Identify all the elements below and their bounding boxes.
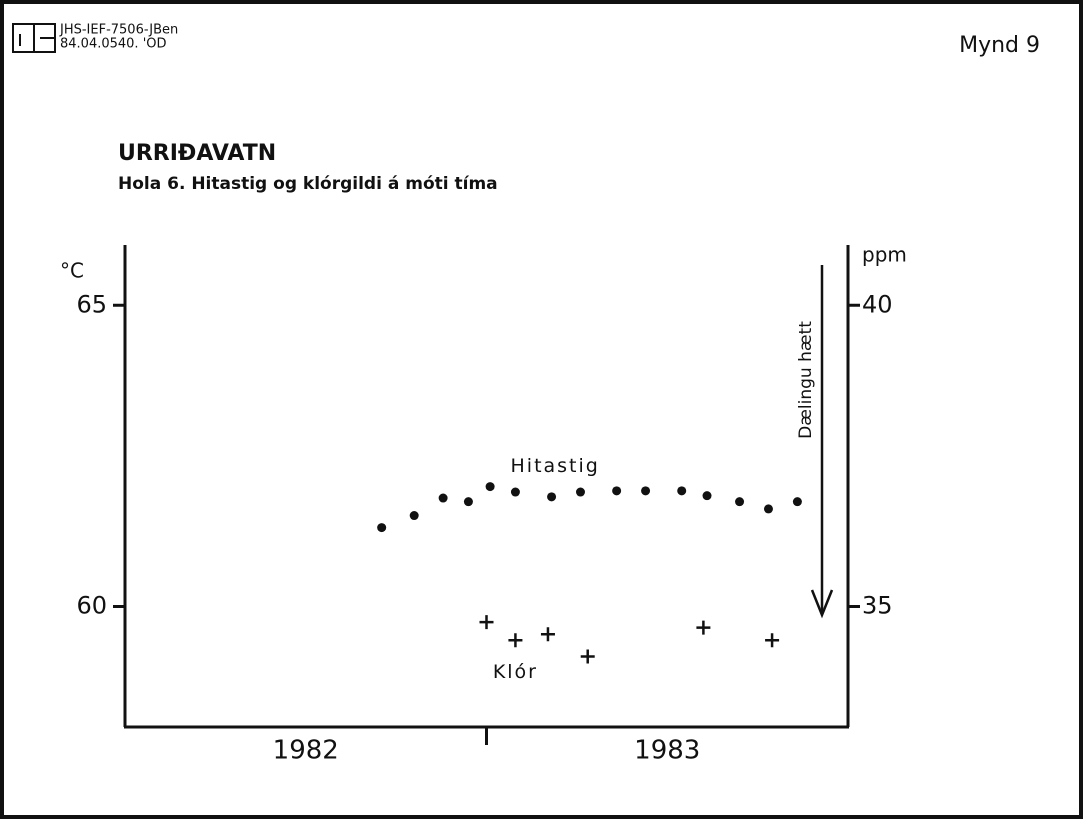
annotation-text: Dælingu hætt	[796, 321, 816, 439]
chart-subtitle: Hola 6. Hitastig og klórgildi á móti tím…	[118, 174, 498, 194]
dot-marker	[735, 497, 745, 507]
dot-marker	[792, 497, 802, 507]
cross-marker	[580, 649, 595, 664]
x-tick-label: 1982	[273, 736, 339, 766]
cross-marker	[765, 633, 780, 648]
dot-marker	[409, 511, 419, 521]
dot-marker	[612, 486, 622, 496]
header-ref: 84.04.0540. 'OD	[60, 37, 167, 52]
y2-tick-label: 35	[862, 592, 893, 620]
dot-marker	[463, 497, 473, 507]
dot-marker	[763, 504, 773, 514]
y2-axis-label: ppm	[862, 243, 907, 267]
dot-marker	[510, 487, 520, 497]
dot-marker	[641, 486, 651, 496]
dot-marker	[547, 492, 557, 502]
y-axis-label: °C	[60, 259, 84, 283]
logo	[12, 23, 56, 53]
y-tick-label: 65	[76, 290, 107, 318]
cross-marker	[696, 620, 711, 635]
chart-title: URRIÐAVATN	[118, 141, 276, 166]
header-code: JHS-IEF-7506-JBen	[59, 23, 178, 38]
arrow-head	[810, 589, 834, 619]
dot-marker	[485, 482, 495, 492]
cross-marker	[540, 627, 555, 642]
y-tick-label: 60	[76, 592, 107, 620]
dot-marker	[702, 491, 712, 501]
y2-tick-label: 40	[862, 290, 893, 318]
figure-label: Mynd 9	[959, 33, 1040, 58]
series-label: Hitastig	[511, 455, 600, 477]
dot-marker	[377, 523, 387, 533]
dot-marker	[677, 486, 687, 496]
dot-marker	[438, 493, 448, 503]
cross-marker	[508, 633, 523, 648]
dot-marker	[575, 487, 585, 497]
series-label: Klór	[493, 661, 538, 683]
cross-marker	[479, 615, 494, 630]
x-tick-label: 1983	[634, 736, 700, 766]
